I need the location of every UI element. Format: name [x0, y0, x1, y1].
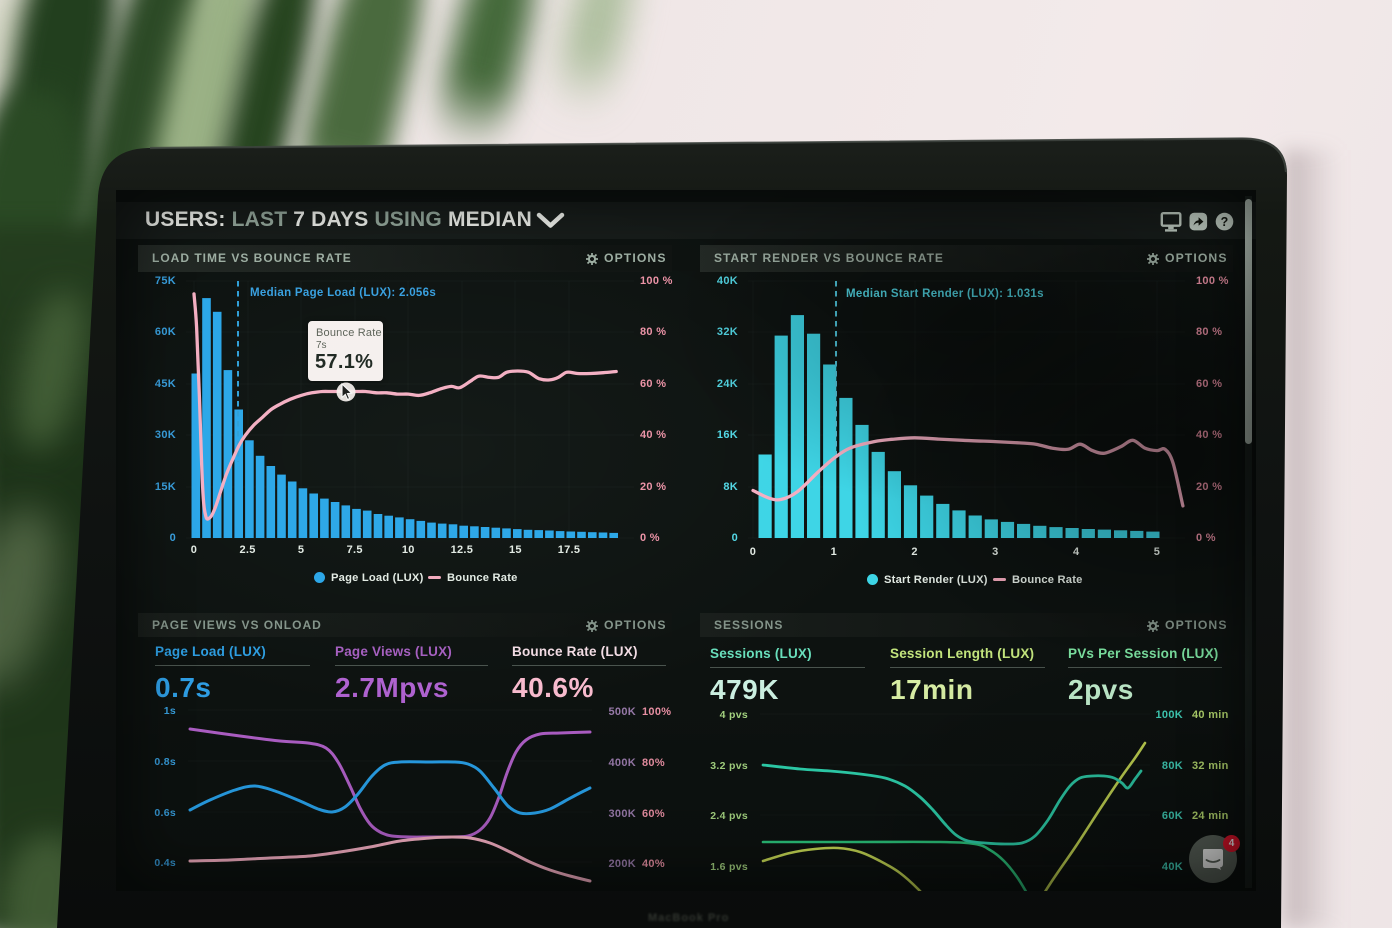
svg-text:?: ?	[1221, 215, 1229, 229]
